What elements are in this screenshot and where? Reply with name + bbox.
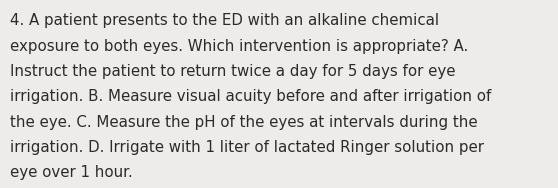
Text: exposure to both eyes. Which intervention is appropriate? A.: exposure to both eyes. Which interventio… [10, 39, 468, 54]
Text: Instruct the patient to return twice a day for 5 days for eye: Instruct the patient to return twice a d… [10, 64, 455, 79]
Text: 4. A patient presents to the ED with an alkaline chemical: 4. A patient presents to the ED with an … [10, 13, 439, 28]
Text: eye over 1 hour.: eye over 1 hour. [10, 165, 133, 180]
Text: the eye. C. Measure the pH of the eyes at intervals during the: the eye. C. Measure the pH of the eyes a… [10, 115, 478, 130]
Text: irrigation. B. Measure visual acuity before and after irrigation of: irrigation. B. Measure visual acuity bef… [10, 89, 492, 104]
Text: irrigation. D. Irrigate with 1 liter of lactated Ringer solution per: irrigation. D. Irrigate with 1 liter of … [10, 140, 484, 155]
